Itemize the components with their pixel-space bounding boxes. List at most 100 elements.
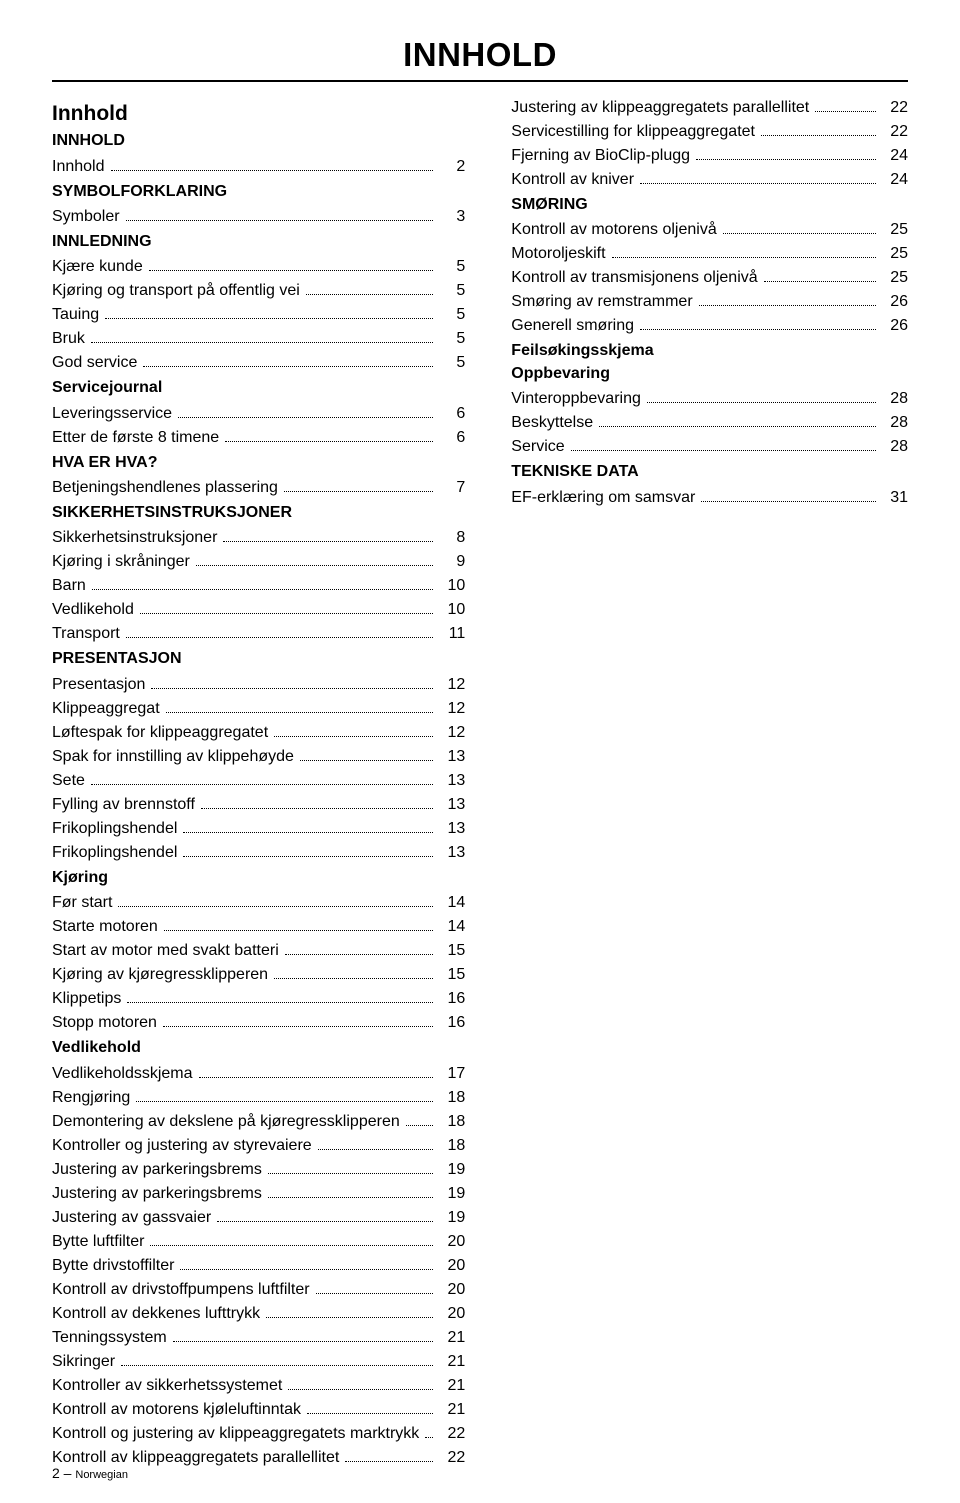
- toc-leader-dots: [268, 1197, 433, 1198]
- toc-leader-dots: [105, 318, 433, 319]
- toc-leader-dots: [91, 342, 433, 343]
- page-footer: 2 – Norwegian: [52, 1465, 128, 1481]
- toc-label: Stopp motoren: [52, 1011, 157, 1035]
- toc-row: Motoroljeskift25: [511, 242, 908, 266]
- toc-leader-dots: [284, 491, 433, 492]
- toc-row: Transport11: [52, 622, 465, 646]
- toc-group-title: INNHOLD: [52, 132, 465, 150]
- toc-leader-dots: [599, 426, 876, 427]
- toc-leader-dots: [140, 613, 433, 614]
- toc-leader-dots: [183, 832, 433, 833]
- toc-row: Sikringer21: [52, 1350, 465, 1374]
- toc-row: Barn10: [52, 574, 465, 598]
- toc-row: Vedlikehold10: [52, 598, 465, 622]
- toc-leader-dots: [166, 712, 434, 713]
- toc-leader-dots: [274, 978, 433, 979]
- toc-label: Servicestilling for klippeaggregatet: [511, 120, 755, 144]
- toc-row: Leveringsservice 6: [52, 402, 465, 426]
- toc-label: Klippeaggregat: [52, 697, 160, 721]
- toc-leader-dots: [136, 1101, 433, 1102]
- toc-row: Service28: [511, 435, 908, 459]
- toc-label: Spak for innstilling av klippehøyde: [52, 745, 294, 769]
- toc-row: Kjøring av kjøregressklipperen15: [52, 963, 465, 987]
- toc-page-number: 13: [437, 817, 465, 841]
- toc-group-title: SYMBOLFORKLARING: [52, 183, 465, 201]
- toc-page-number: 24: [880, 168, 908, 192]
- toc-label: Sikringer: [52, 1350, 115, 1374]
- toc-row: Betjeningshendlenes plassering 7: [52, 476, 465, 500]
- toc-row: Demontering av dekslene på kjøregresskli…: [52, 1110, 465, 1134]
- toc-row: Kontroll og justering av klippeaggregate…: [52, 1422, 465, 1446]
- toc-row: Symboler3: [52, 205, 465, 229]
- toc-leader-dots: [640, 183, 876, 184]
- toc-row: Sikkerhetsinstruksjoner8: [52, 526, 465, 550]
- toc-row: Løftespak for klippeaggregatet 12: [52, 721, 465, 745]
- toc-page-number: 7: [437, 476, 465, 500]
- toc-row: Justering av gassvaier19: [52, 1206, 465, 1230]
- toc-page-number: 6: [437, 426, 465, 450]
- toc-label: Tenningssystem: [52, 1326, 167, 1350]
- toc-label: Løftespak for klippeaggregatet: [52, 721, 268, 745]
- toc-leader-dots: [196, 565, 433, 566]
- toc-group-title: Servicejournal: [52, 379, 465, 397]
- toc-leader-dots: [183, 856, 433, 857]
- toc-row: Etter de første 8 timene6: [52, 426, 465, 450]
- toc-page-number: 12: [437, 721, 465, 745]
- toc-row: Kjære kunde5: [52, 255, 465, 279]
- toc-label: Leveringsservice: [52, 402, 172, 426]
- toc-page-number: 20: [437, 1230, 465, 1254]
- toc-row: EF-erklæring om samsvar31: [511, 486, 908, 510]
- toc-page-number: 20: [437, 1278, 465, 1302]
- toc-group-title: Vedlikehold: [52, 1039, 465, 1057]
- toc-leader-dots: [199, 1077, 434, 1078]
- toc-left-column: Innhold INNHOLDInnhold2SYMBOLFORKLARINGS…: [52, 96, 465, 1470]
- toc-row: Justering av klippeaggregatets parallell…: [511, 96, 908, 120]
- toc-page-number: 2: [437, 155, 465, 179]
- main-title: Innhold: [52, 102, 465, 126]
- toc-leader-dots: [201, 808, 433, 809]
- toc-page-number: 21: [437, 1398, 465, 1422]
- toc-row: Kontroll av motorens kjøleluftinntak 21: [52, 1398, 465, 1422]
- toc-page-number: 12: [437, 697, 465, 721]
- toc-group-title: SMØRING: [511, 196, 908, 214]
- toc-row: Presentasjon12: [52, 673, 465, 697]
- toc-leader-dots: [127, 1002, 433, 1003]
- toc-leader-dots: [288, 1389, 433, 1390]
- toc-label: Betjeningshendlenes plassering: [52, 476, 278, 500]
- toc-page-number: 21: [437, 1326, 465, 1350]
- toc-page-number: 22: [437, 1446, 465, 1470]
- toc-row: Rengjøring18: [52, 1086, 465, 1110]
- toc-label: Kjære kunde: [52, 255, 143, 279]
- toc-row: Beskyttelse28: [511, 411, 908, 435]
- toc-columns: Innhold INNHOLDInnhold2SYMBOLFORKLARINGS…: [52, 96, 908, 1470]
- toc-page-number: 11: [437, 622, 465, 646]
- toc-label: Frikoplingshendel: [52, 817, 177, 841]
- toc-leader-dots: [640, 329, 876, 330]
- toc-page-number: 6: [437, 402, 465, 426]
- toc-leader-dots: [149, 270, 434, 271]
- toc-label: Sikkerhetsinstruksjoner: [52, 526, 217, 550]
- toc-row: Smøring av remstrammer26: [511, 290, 908, 314]
- toc-leader-dots: [761, 135, 876, 136]
- toc-page-number: 16: [437, 987, 465, 1011]
- toc-page-number: 5: [437, 279, 465, 303]
- toc-group-title: INNLEDNING: [52, 233, 465, 251]
- toc-label: Kontroll av motorens kjøleluftinntak: [52, 1398, 301, 1422]
- toc-label: Justering av gassvaier: [52, 1206, 211, 1230]
- toc-page-number: 12: [437, 673, 465, 697]
- toc-label: Justering av klippeaggregatets parallell…: [511, 96, 809, 120]
- toc-page-number: 9: [437, 550, 465, 574]
- toc-label: Kontroll av transmisjonens oljenivå: [511, 266, 757, 290]
- toc-leader-dots: [425, 1437, 433, 1438]
- toc-label: Generell smøring: [511, 314, 634, 338]
- toc-label: Klippetips: [52, 987, 121, 1011]
- toc-label: Vedlikehold: [52, 598, 134, 622]
- toc-page-number: 26: [880, 290, 908, 314]
- toc-leader-dots: [699, 305, 876, 306]
- toc-leader-dots: [345, 1461, 433, 1462]
- toc-label: Vinteroppbevaring: [511, 387, 641, 411]
- toc-label: Kontroll av drivstoffpumpens luftfilter: [52, 1278, 310, 1302]
- toc-leader-dots: [764, 281, 876, 282]
- toc-label: Demontering av dekslene på kjøregresskli…: [52, 1110, 400, 1134]
- toc-page-number: 13: [437, 769, 465, 793]
